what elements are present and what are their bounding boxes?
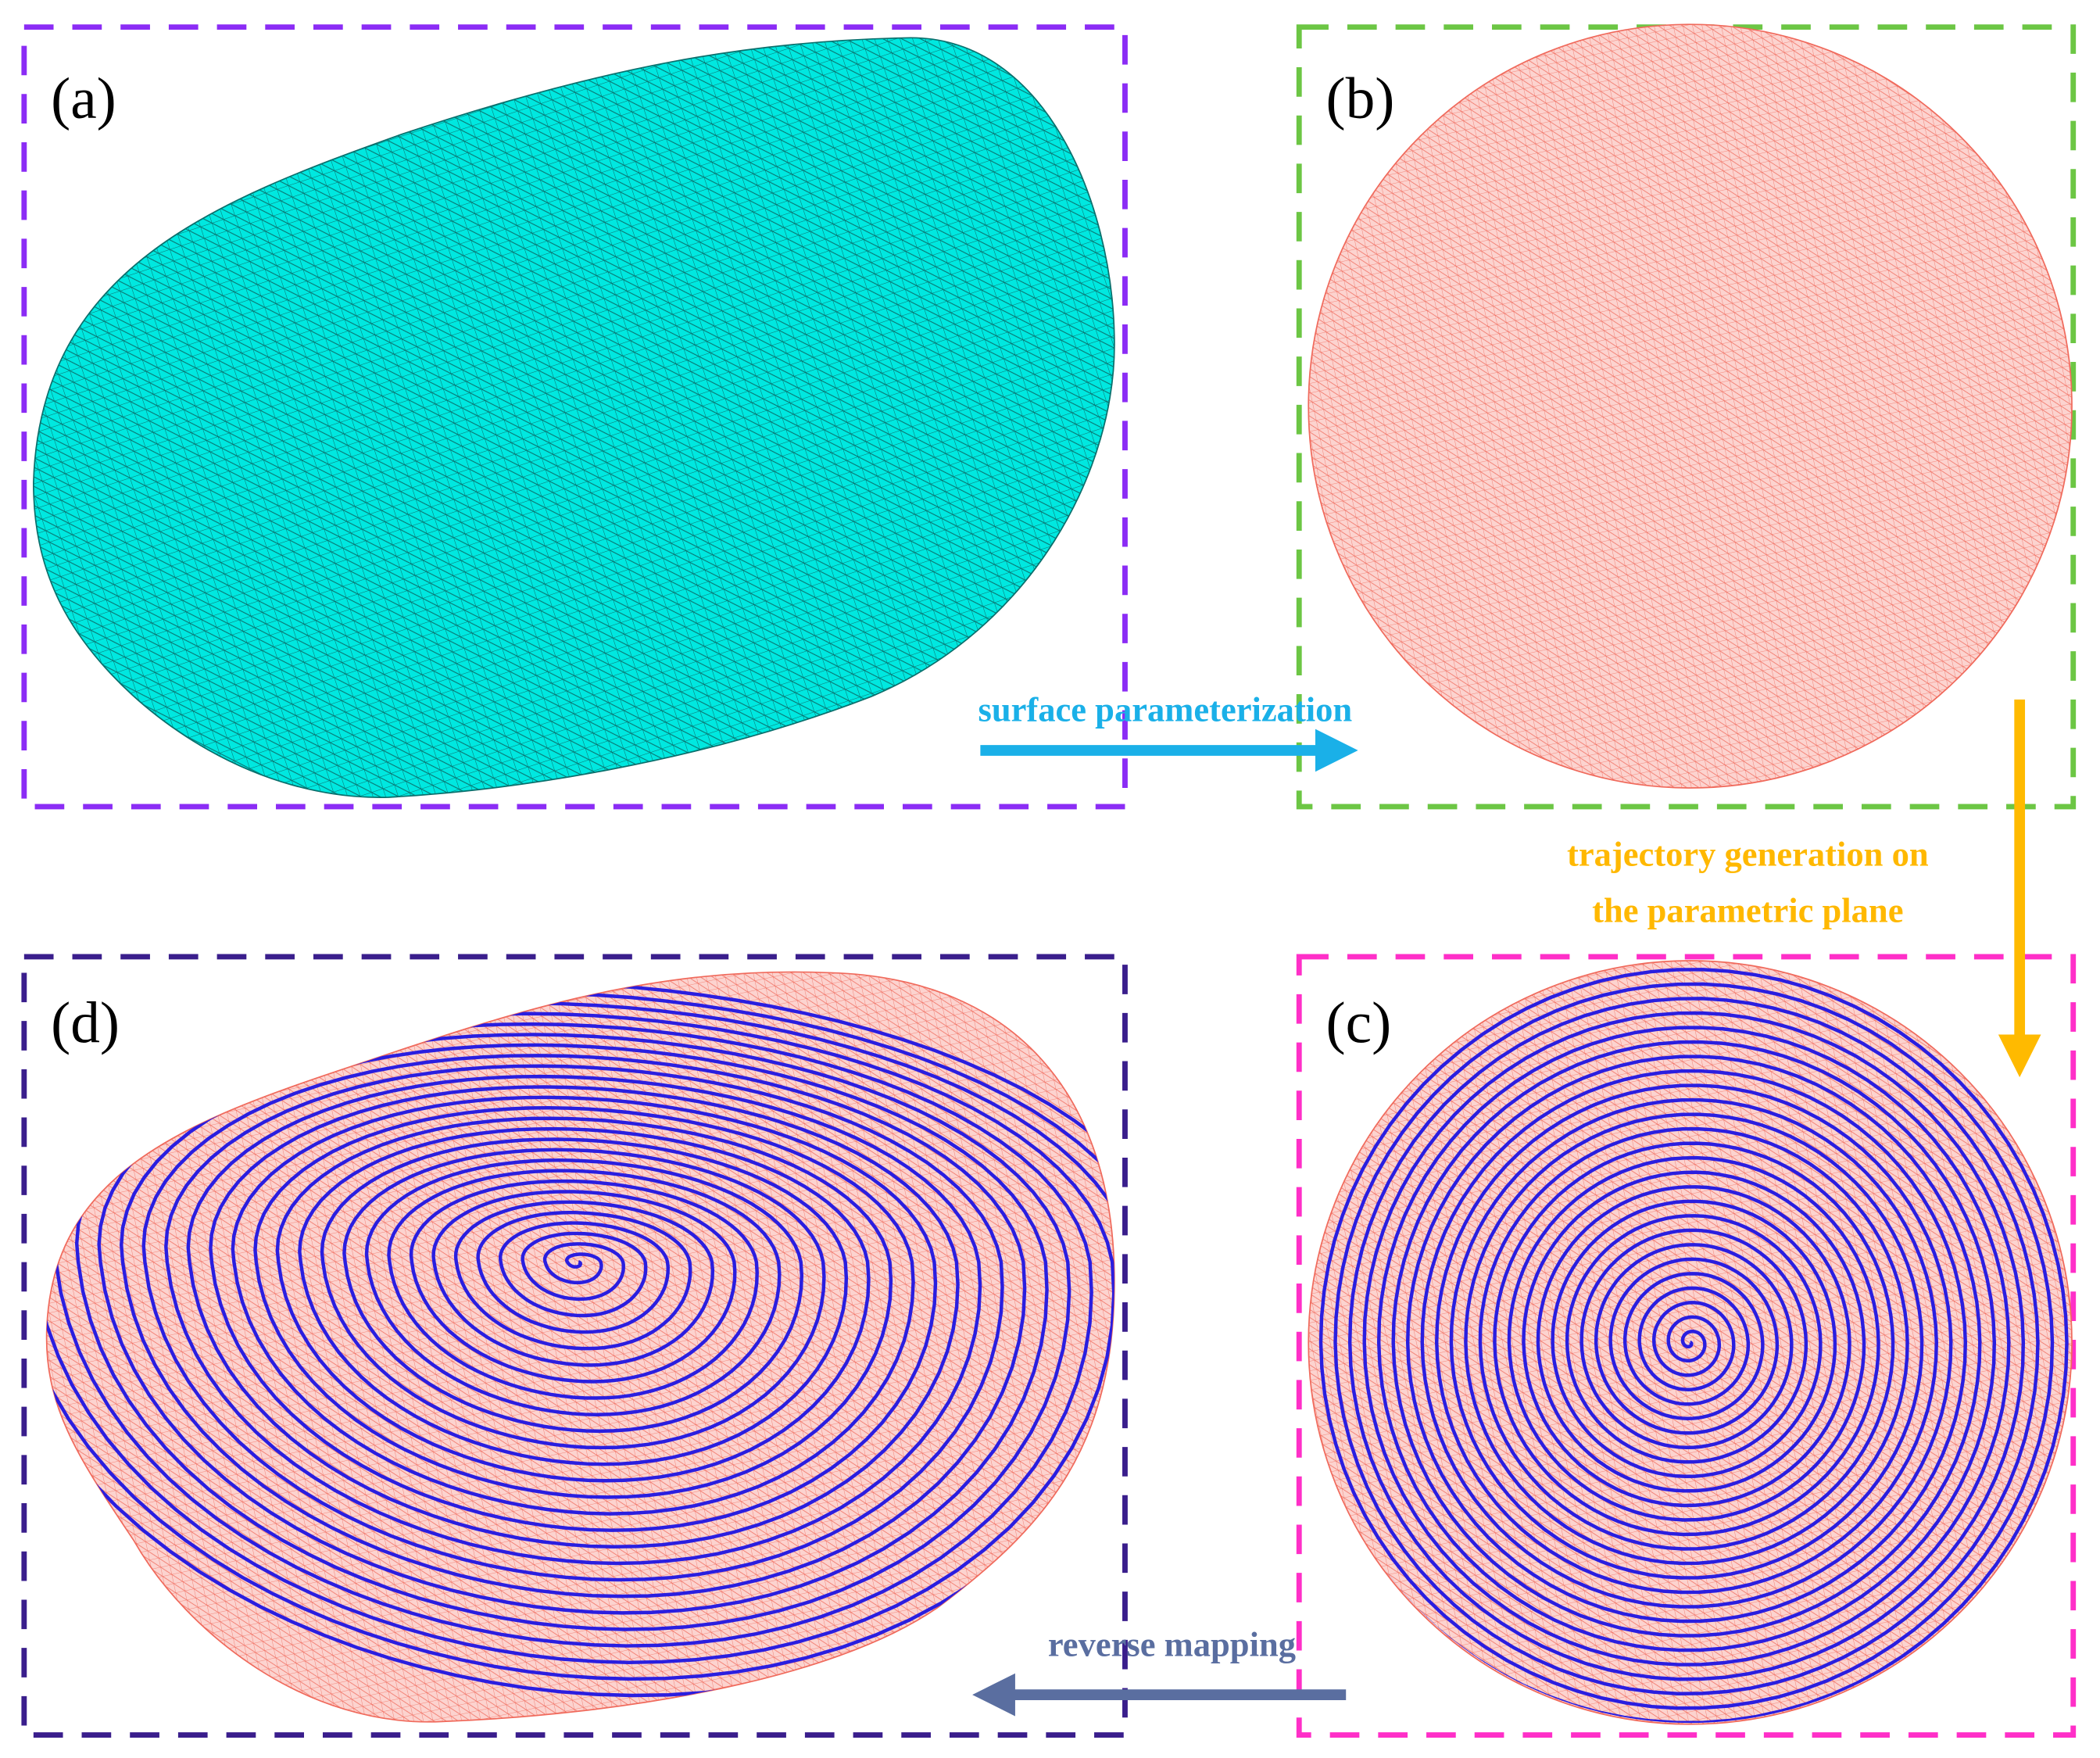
surface-mesh — [32, 37, 1115, 798]
arrow-label: reverse mapping — [1048, 1624, 1296, 1663]
arrow-label: surface parameterization — [978, 689, 1353, 729]
panel-a-frame — [21, 24, 1128, 810]
panel-c-frame — [1296, 954, 2077, 1738]
arrow-label: trajectory generation on — [1567, 834, 1929, 873]
arrow-label: the parametric plane — [1592, 890, 1903, 929]
panel-d-frame — [21, 954, 1128, 1738]
parametric-disk — [1308, 23, 2073, 789]
panel-label: (d) — [51, 991, 120, 1056]
panel-label: (b) — [1326, 66, 1395, 131]
panel-label: (a) — [51, 66, 116, 131]
spiral-trajectory — [1309, 961, 2071, 1724]
mapped-trajectory — [46, 980, 1114, 1698]
panel-label: (c) — [1326, 991, 1392, 1056]
